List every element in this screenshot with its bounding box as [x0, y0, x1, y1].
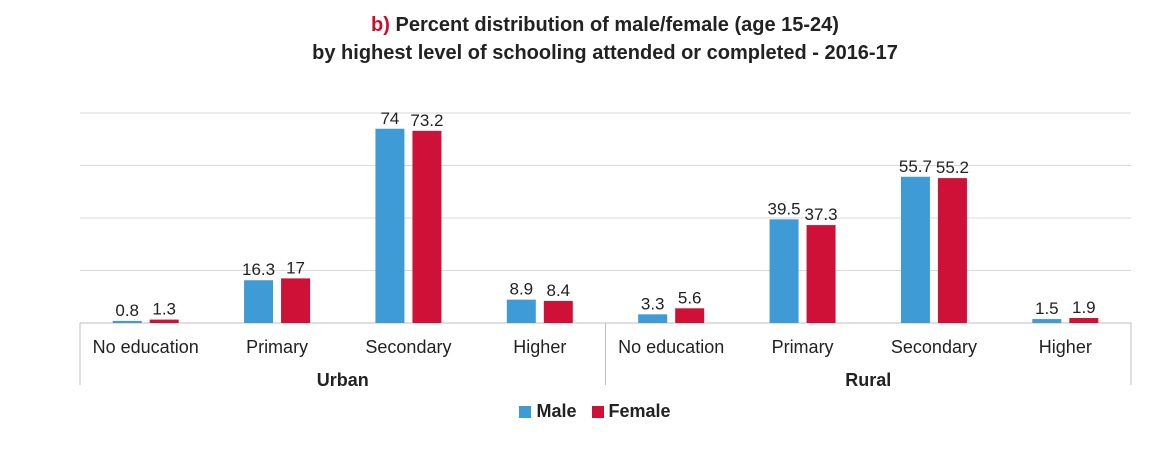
x-tick-label: Secondary — [891, 337, 977, 357]
bar-rural-female — [675, 308, 705, 323]
data-label: 8.4 — [546, 281, 570, 300]
bar-rural-male — [638, 314, 668, 323]
bar-urban-female — [149, 319, 179, 323]
bar-rural-male — [769, 219, 799, 323]
data-label: 37.3 — [805, 205, 838, 224]
data-label: 17 — [286, 258, 305, 277]
bar-rural-female — [937, 178, 967, 323]
x-tick-label: Primary — [772, 337, 834, 357]
bar-urban-female — [281, 278, 311, 323]
data-label: 1.5 — [1035, 299, 1059, 318]
chart-title-line1: b) Percent distribution of male/female (… — [0, 14, 1170, 37]
data-label: 16.3 — [242, 260, 275, 279]
legend-swatch-male — [519, 405, 532, 418]
legend: Male Female — [0, 401, 1170, 423]
x-tick-label: No education — [93, 337, 199, 357]
data-label: 0.8 — [115, 301, 139, 320]
legend-label-male: Male — [536, 401, 577, 421]
bar-urban-male — [375, 128, 405, 323]
x-tick-label: Primary — [246, 337, 308, 357]
data-label: 55.2 — [936, 158, 969, 177]
data-label: 73.2 — [410, 111, 443, 130]
bar-rural-female — [1069, 318, 1099, 323]
chart-title-line2: by highest level of schooling attended o… — [312, 42, 898, 64]
bar-rural-male — [1032, 319, 1062, 323]
x-tick-label: Higher — [1039, 337, 1092, 357]
legend-item-male: Male — [519, 401, 576, 422]
group-label: Rural — [845, 370, 891, 390]
bar-rural-female — [806, 225, 836, 323]
bar-chart: 0.8 1.3 No education 16.3 17 Primary 74 73.2 Sec… — [79, 109, 1132, 390]
legend-swatch-female — [591, 405, 604, 418]
group-label: Urban — [317, 370, 369, 390]
bar-urban-female — [412, 130, 442, 323]
legend-item-female: Female — [591, 401, 671, 422]
bar-urban-male — [506, 299, 536, 323]
bar-rural-male — [900, 176, 930, 323]
x-tick-label: Secondary — [365, 337, 451, 357]
x-tick-label: No education — [618, 337, 724, 357]
data-label: 39.5 — [768, 199, 801, 218]
data-label: 55.7 — [899, 157, 932, 176]
data-label: 3.3 — [641, 294, 665, 313]
chart-title-text: Percent distribution of male/female (age… — [395, 14, 839, 36]
data-label: 8.9 — [509, 280, 533, 299]
data-label: 1.9 — [1072, 298, 1096, 317]
bar-urban-male — [112, 320, 142, 323]
data-label: 5.6 — [678, 288, 702, 307]
data-label: 1.3 — [152, 300, 176, 319]
data-label: 74 — [380, 109, 399, 128]
legend-label-female: Female — [608, 401, 671, 421]
x-tick-label: Higher — [513, 337, 566, 357]
chart-title-prefix: b) — [371, 14, 390, 36]
bar-urban-female — [543, 300, 573, 323]
bar-urban-male — [244, 280, 274, 323]
